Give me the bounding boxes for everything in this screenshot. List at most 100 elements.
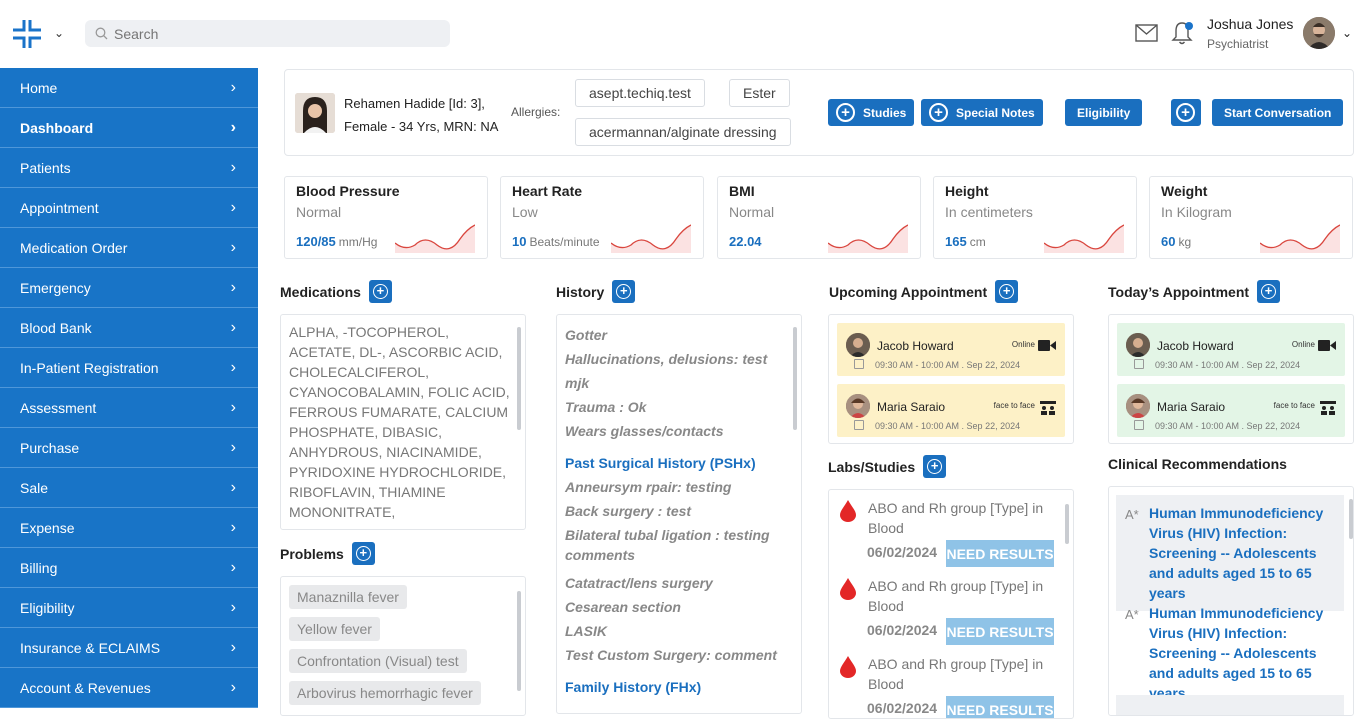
video-camera-icon xyxy=(1038,340,1056,351)
sidebar-item-in-patient-registration[interactable]: In-Patient Registration › xyxy=(0,348,258,388)
chevron-right-icon: › xyxy=(230,358,236,376)
search-input[interactable] xyxy=(114,25,434,42)
sidebar-item-purchase[interactable]: Purchase › xyxy=(0,428,258,468)
chevron-right-icon: › xyxy=(230,518,236,536)
app-logo-icon[interactable] xyxy=(10,18,44,50)
history-panel[interactable]: Gotter Hallucinations, delusions: test m… xyxy=(556,314,802,714)
chevron-right-icon: › xyxy=(230,78,236,96)
recommendation-text[interactable]: Human Immunodeficiency Virus (HIV) Infec… xyxy=(1149,505,1324,601)
allergies-label: Allergies: xyxy=(511,105,561,119)
sidebar-item-medication-order[interactable]: Medication Order › xyxy=(0,228,258,268)
problem-chip[interactable]: Arbovirus hemorrhagic fever xyxy=(289,681,481,705)
history-item: Back surgery : test xyxy=(565,503,692,519)
lab-date: 06/02/2024 xyxy=(867,700,938,716)
add-problem-button[interactable]: + xyxy=(351,542,375,565)
sidebar-item-label: Account & Revenues xyxy=(20,679,151,696)
need-results-badge[interactable]: NEED RESULTS xyxy=(946,540,1054,567)
sidebar-item-billing[interactable]: Billing › xyxy=(0,548,258,588)
appointment-card[interactable]: Jacob Howard Online 09:30 AM - 10:00 AM … xyxy=(837,323,1065,376)
scrollbar[interactable] xyxy=(517,327,521,430)
history-item: Cesarean section xyxy=(565,599,681,615)
vital-card-weight[interactable]: Weight In Kilogram 60 kg xyxy=(1149,176,1353,259)
appointment-card[interactable]: Jacob Howard Online 09:30 AM - 10:00 AM … xyxy=(1117,323,1345,376)
add-today-appointment-button[interactable]: + xyxy=(1257,280,1281,303)
mail-icon[interactable] xyxy=(1135,24,1158,42)
sidebar-item-eligibility[interactable]: Eligibility › xyxy=(0,588,258,628)
scrollbar[interactable] xyxy=(1349,499,1353,539)
sidebar-item-account-revenues[interactable]: Account & Revenues › xyxy=(0,668,258,708)
sidebar-item-home[interactable]: Home › xyxy=(0,68,258,108)
recommendation-item[interactable] xyxy=(1116,695,1344,715)
scrollbar[interactable] xyxy=(793,327,797,430)
sidebar-item-label: Emergency xyxy=(20,279,91,296)
add-lab-button[interactable]: + xyxy=(923,455,947,478)
vital-card-height[interactable]: Height In centimeters 165 cm xyxy=(933,176,1137,259)
problem-chip[interactable]: Yellow fever xyxy=(289,617,380,641)
chevron-right-icon: › xyxy=(230,318,236,336)
studies-button[interactable]: + Studies xyxy=(828,99,915,126)
add-button[interactable]: + xyxy=(1171,99,1201,126)
add-appointment-button[interactable]: + xyxy=(995,280,1019,303)
sidebar-item-patients[interactable]: Patients › xyxy=(0,148,258,188)
problem-chip[interactable]: Confrontation (Visual) test xyxy=(289,649,467,673)
scrollbar[interactable] xyxy=(517,591,521,691)
sidebar-item-insurance-eclaims[interactable]: Insurance & ECLAIMS › xyxy=(0,628,258,668)
history-item: Gotter xyxy=(565,327,607,343)
sidebar-item-appointment[interactable]: Appointment › xyxy=(0,188,258,228)
user-chevron-down-icon[interactable]: ⌄ xyxy=(1342,26,1353,40)
sidebar-item-dashboard[interactable]: Dashboard › xyxy=(0,108,258,148)
logo-chevron-down-icon[interactable]: ⌄ xyxy=(54,26,65,40)
recommendation-text[interactable]: Human Immunodeficiency Virus (HIV) Infec… xyxy=(1149,605,1324,701)
need-results-badge[interactable]: NEED RESULTS xyxy=(946,696,1054,718)
history-item: Trauma : Ok xyxy=(565,399,647,415)
labs-studies-header: Labs/Studies + xyxy=(828,455,947,478)
history-item: mjk xyxy=(565,375,590,391)
sidebar-item-label: Home xyxy=(20,79,58,96)
user-avatar[interactable] xyxy=(1303,17,1335,49)
medications-panel[interactable]: ALPHA, -TOCOPHEROL, ACETATE, DL-, ASCORB… xyxy=(280,314,526,530)
eligibility-button[interactable]: Eligibility xyxy=(1065,99,1143,126)
vital-value: 165 cm xyxy=(945,234,986,249)
start-conversation-button[interactable]: Start Conversation xyxy=(1212,99,1344,126)
sidebar-item-label: Expense xyxy=(20,519,75,536)
recommendation-item[interactable]: A* Human Immunodeficiency Virus (HIV) In… xyxy=(1116,495,1344,611)
vital-card-heart-rate[interactable]: Heart Rate Low 10 Beats/minute xyxy=(500,176,704,259)
vital-card-blood-pressure[interactable]: Blood Pressure Normal 120/85 mm/Hg xyxy=(284,176,488,259)
problems-panel[interactable]: Manaznilla fever Yellow fever Confrontat… xyxy=(280,576,526,716)
allergy-chip: acermannan/alginate dressing xyxy=(575,118,791,146)
vital-title: Heart Rate xyxy=(512,183,583,199)
add-medication-button[interactable]: + xyxy=(368,280,392,303)
special-notes-button[interactable]: + Special Notes xyxy=(921,99,1043,126)
appointment-time: 09:30 AM - 10:00 AM . Sep 22, 2024 xyxy=(875,421,1021,431)
search-bar[interactable] xyxy=(85,20,450,47)
avatar xyxy=(1126,333,1150,357)
history-item: Bilateral tubal ligation : testing comme… xyxy=(565,527,770,563)
appointment-card[interactable]: Maria Saraio face to face 09:30 AM - 10:… xyxy=(1117,384,1345,437)
section-title: Problems xyxy=(280,545,344,562)
sidebar-item-label: Insurance & ECLAIMS xyxy=(20,639,161,656)
recommendation-item[interactable]: A* Human Immunodeficiency Virus (HIV) In… xyxy=(1116,595,1344,711)
lab-name: ABO and Rh group [Type] in Blood xyxy=(868,578,1044,614)
problem-chip[interactable]: Manaznilla fever xyxy=(289,585,407,609)
sparkline-icon xyxy=(1260,224,1340,253)
sidebar-item-sale[interactable]: Sale › xyxy=(0,468,258,508)
sidebar-item-emergency[interactable]: Emergency › xyxy=(0,268,258,308)
appointment-card[interactable]: Maria Saraio face to face 09:30 AM - 10:… xyxy=(837,384,1065,437)
clinical-recommendations-panel[interactable]: A* Human Immunodeficiency Virus (HIV) In… xyxy=(1108,486,1354,716)
medications-header: Medications + xyxy=(280,280,392,303)
labs-studies-panel[interactable]: ABO and Rh group [Type] in Blood 06/02/2… xyxy=(828,489,1074,719)
sidebar-item-blood-bank[interactable]: Blood Bank › xyxy=(0,308,258,348)
allergy-chip: asept.techiq.test xyxy=(575,79,705,107)
vital-card-bmi[interactable]: BMI Normal 22.04 xyxy=(717,176,921,259)
chevron-right-icon: › xyxy=(230,238,236,256)
sidebar-item-assessment[interactable]: Assessment › xyxy=(0,388,258,428)
sidebar-item-label: Dashboard xyxy=(20,119,94,136)
sidebar-item-expense[interactable]: Expense › xyxy=(0,508,258,548)
user-name[interactable]: Joshua Jones xyxy=(1207,16,1294,32)
add-history-button[interactable]: + xyxy=(612,280,636,303)
chevron-right-icon: › xyxy=(230,118,236,136)
scrollbar[interactable] xyxy=(1065,504,1069,544)
clinical-recommendations-header: Clinical Recommendations xyxy=(1108,456,1287,472)
need-results-badge[interactable]: NEED RESULTS xyxy=(946,618,1054,645)
blood-drop-icon xyxy=(840,656,856,678)
